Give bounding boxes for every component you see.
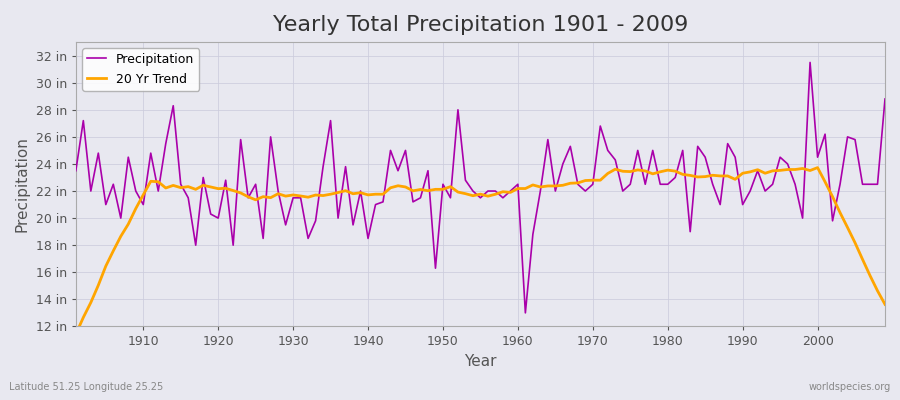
Precipitation (879, 96, 890, 101)
Legend: Precipitation, 20 Yr Trend: Precipitation, 20 Yr Trend (82, 48, 199, 91)
X-axis label: Year: Year (464, 354, 497, 369)
20 Yr Trend (812, 165, 823, 170)
Text: worldspecies.org: worldspecies.org (809, 382, 891, 392)
Text: Latitude 51.25 Longitude 25.25: Latitude 51.25 Longitude 25.25 (9, 382, 163, 392)
20 Yr Trend (70, 332, 81, 337)
20 Yr Trend (295, 194, 306, 198)
Precipitation (340, 164, 351, 169)
20 Yr Trend (505, 190, 516, 195)
Precipitation (295, 196, 306, 200)
Precipitation (70, 168, 81, 173)
Y-axis label: Precipitation: Precipitation (15, 136, 30, 232)
Precipitation (805, 60, 815, 65)
Precipitation (610, 158, 621, 162)
Title: Yearly Total Precipitation 1901 - 2009: Yearly Total Precipitation 1901 - 2009 (273, 15, 688, 35)
Precipitation (505, 189, 516, 194)
Line: 20 Yr Trend: 20 Yr Trend (76, 168, 885, 334)
Precipitation (130, 189, 141, 194)
Precipitation (520, 310, 531, 315)
20 Yr Trend (879, 302, 890, 307)
20 Yr Trend (130, 206, 141, 211)
Line: Precipitation: Precipitation (76, 62, 885, 313)
20 Yr Trend (340, 188, 351, 193)
20 Yr Trend (512, 186, 523, 191)
Precipitation (512, 182, 523, 187)
20 Yr Trend (602, 171, 613, 176)
